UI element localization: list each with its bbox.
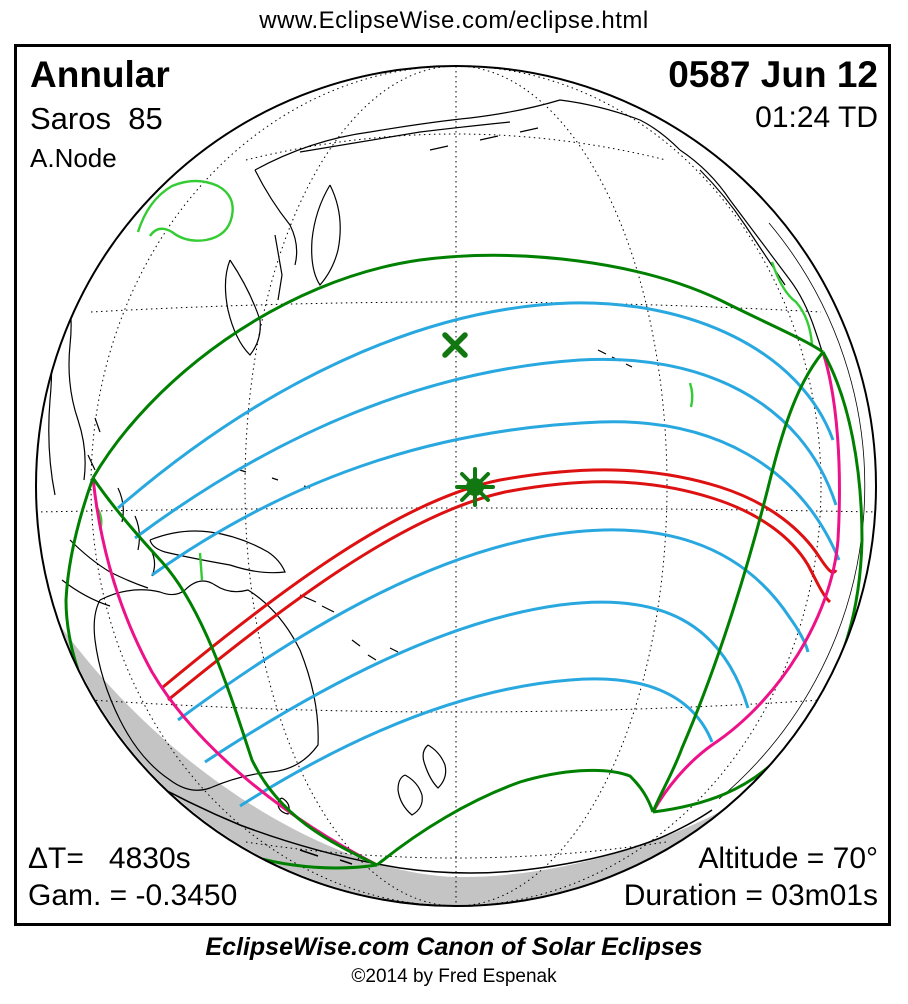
greatest-eclipse-marker: [455, 467, 495, 507]
gamma-label: Gam. = -0.3450: [28, 879, 238, 912]
west-inner-limit: [91, 477, 378, 867]
map-frame: [14, 44, 891, 926]
eclipse-type-label: Annular: [30, 54, 170, 95]
southern-limit: [376, 768, 655, 867]
delta-t-label: ΔT= 4830s: [28, 842, 191, 875]
node-label: A.Node: [30, 143, 117, 173]
central-path: [162, 468, 838, 702]
eclipse-date-label: 0587 Jun 12: [668, 54, 878, 95]
saros-label: Saros 85: [30, 101, 163, 136]
globe-limb: [35, 65, 877, 907]
altitude-label: Altitude = 70°: [698, 842, 878, 875]
east-inner-limit: [651, 351, 825, 813]
magnitude-contours: [117, 301, 841, 808]
eclipse-time-label: 01:24 TD: [755, 101, 878, 134]
night-region: [62, 628, 727, 906]
coastlines: [43, 99, 829, 874]
copyright: ©2014 by Fred Espenak: [351, 966, 557, 987]
duration-label: Duration = 03m01s: [623, 879, 878, 912]
site-url: www.EclipseWise.com/eclipse.html: [259, 7, 649, 34]
sub-solar-x-marker: [442, 332, 468, 358]
canon-title: EclipseWise.com Canon of Solar Eclipses: [205, 933, 703, 961]
northern-limit: [91, 253, 824, 479]
